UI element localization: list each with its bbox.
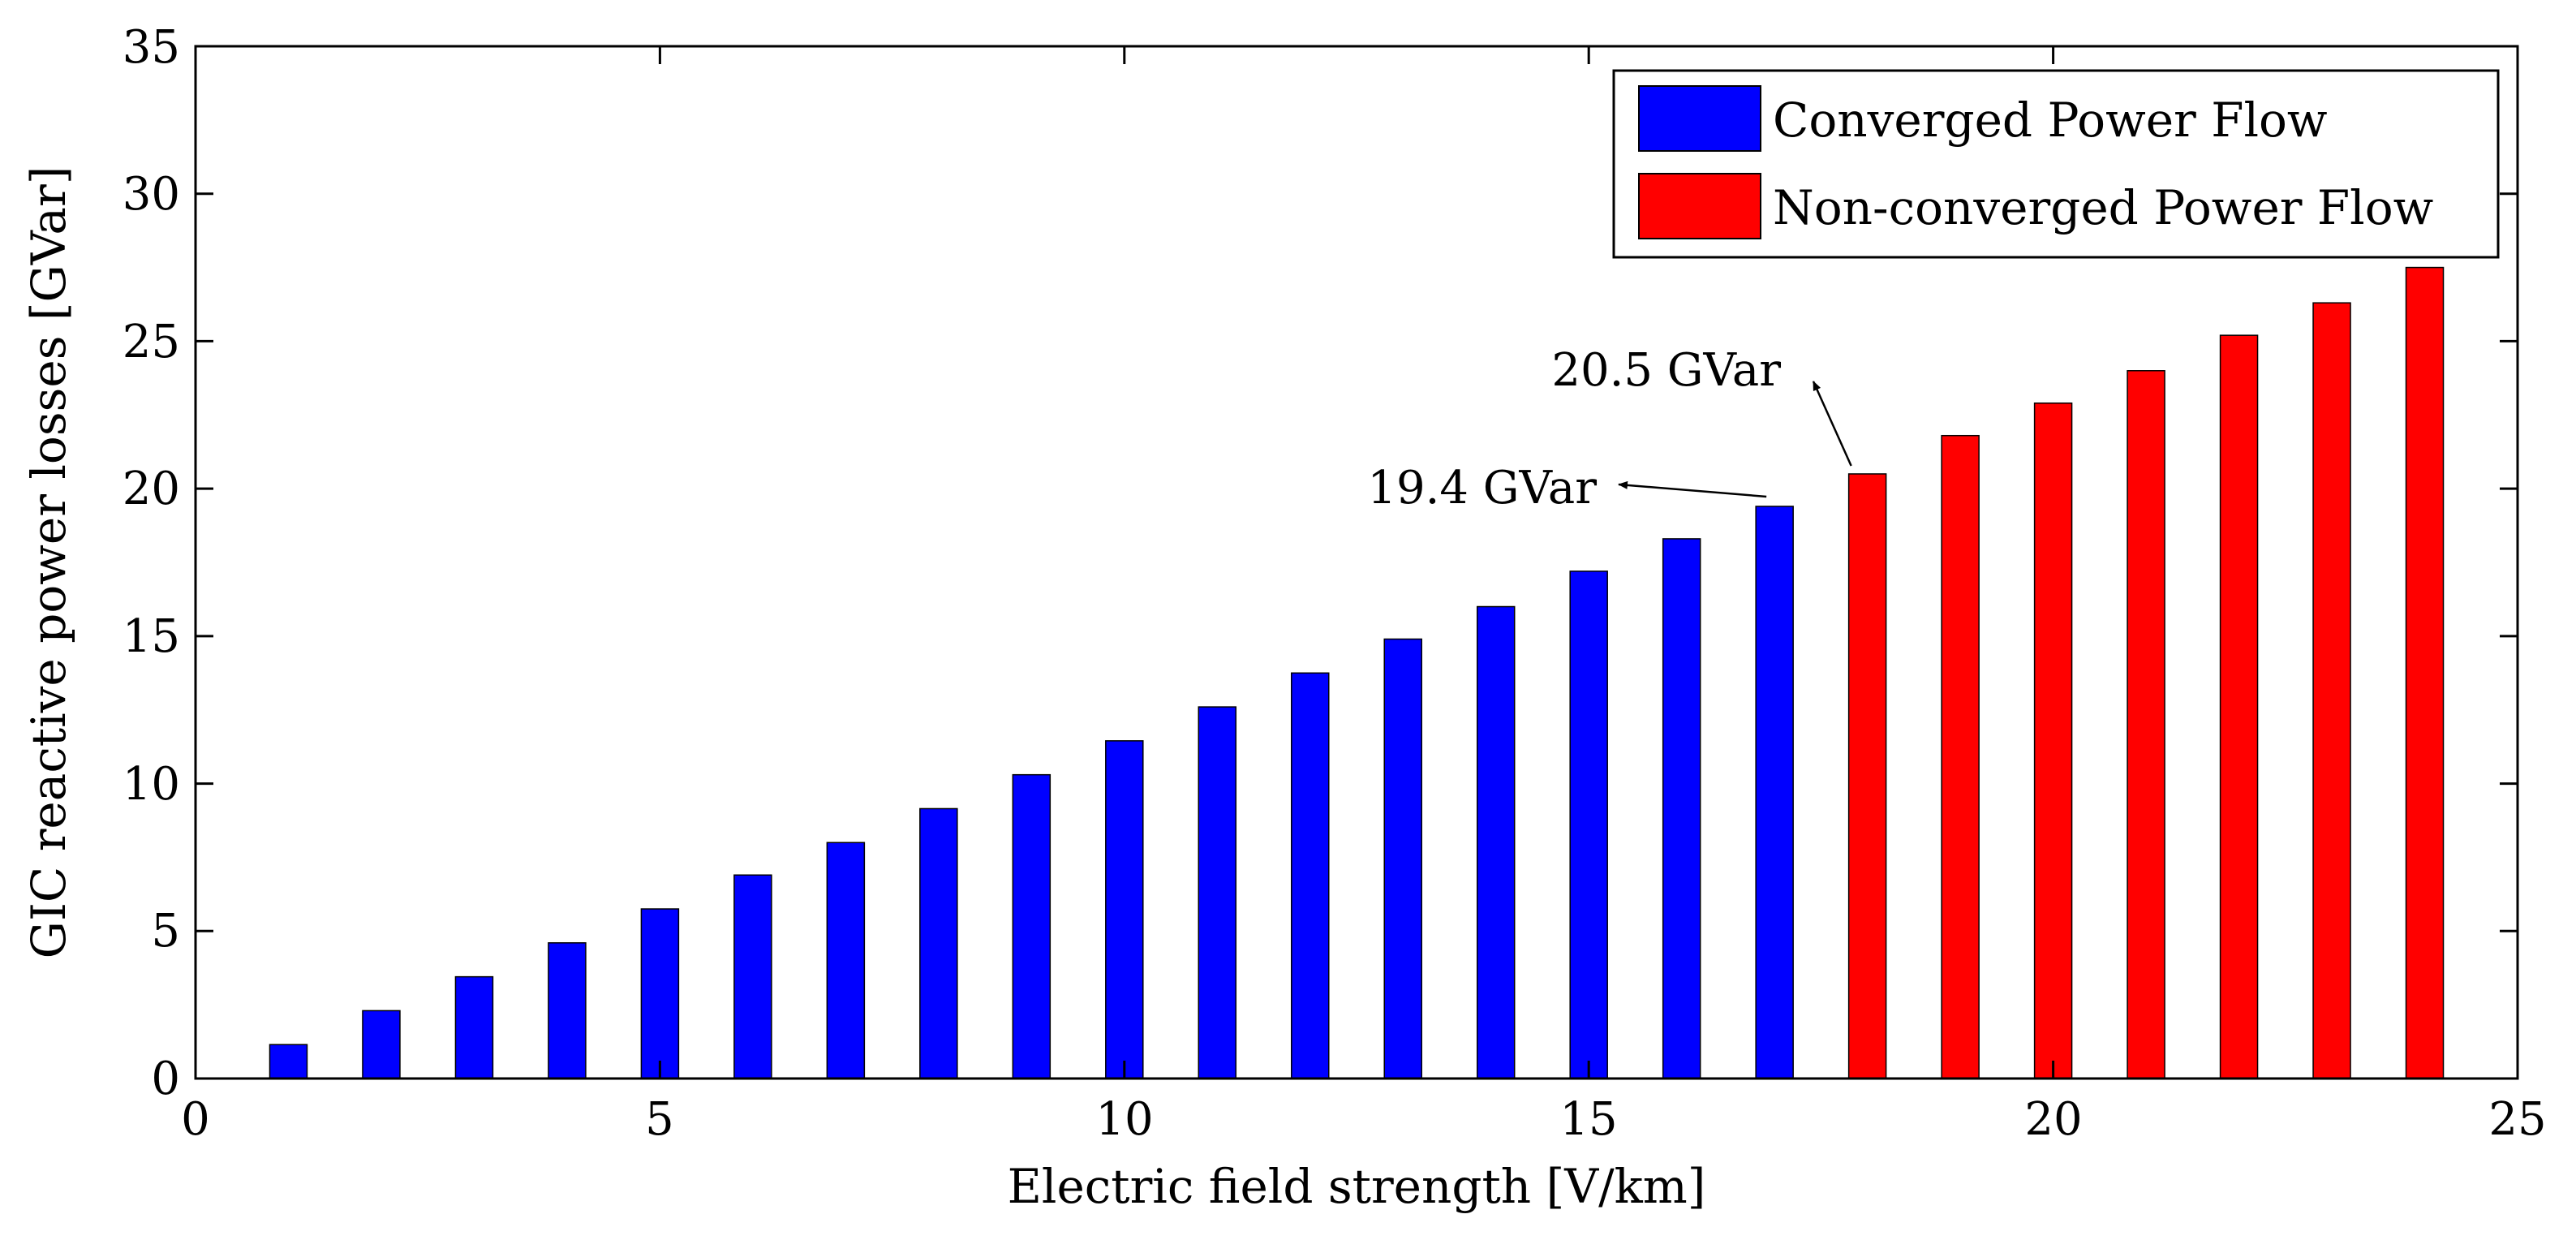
y-tick-label-15: 15 [123,610,180,663]
x-tick-label-10: 10 [1095,1093,1153,1146]
bar-converged-17 [1755,506,1794,1079]
bar-converged-11 [1198,706,1237,1079]
y-tick-label-25: 25 [123,316,180,368]
legend: Converged Power Flow Non-converged Power… [1612,69,2500,259]
annotation-label-19-4: 19.4 GVar [1367,462,1597,515]
bar-converged-12 [1291,672,1330,1079]
ticks-group [194,45,2519,1080]
bar-converged-2 [362,1010,401,1079]
bar-converged-16 [1662,538,1701,1079]
y-tick-label-0: 0 [151,1053,180,1105]
annotations-group: 19.4 GVar 20.5 GVar [1367,344,1852,515]
y-tick-label-20: 20 [123,463,180,515]
annotation-label-20-5: 20.5 GVar [1551,344,1781,397]
legend-label-nonconverged: Non-converged Power Flow [1773,180,2433,235]
x-tick-label-20: 20 [2024,1093,2082,1146]
bar-nonconverged-19 [1941,434,1980,1079]
y-tick-label-35: 35 [123,21,180,74]
bar-converged-5 [640,908,680,1079]
bar-nonconverged-21 [2127,370,2165,1079]
bar-converged-3 [454,975,494,1079]
bar-converged-4 [548,942,587,1079]
legend-swatch-converged [1638,85,1761,152]
x-tick-label-5: 5 [645,1093,674,1146]
legend-swatch-nonconverged [1638,173,1761,239]
bar-nonconverged-18 [1847,473,1887,1079]
bar-converged-6 [733,874,772,1079]
bar-nonconverged-24 [2405,266,2445,1079]
bars-group [269,266,2445,1079]
bar-converged-1 [269,1044,308,1079]
x-tick-label-15: 15 [1559,1093,1617,1146]
bar-converged-9 [1012,773,1051,1079]
annotation-arrow-20-5 [1812,381,1852,467]
x-tick-label-0: 0 [181,1093,210,1146]
x-axis-label: Electric field strength [V/km] [1008,1159,1706,1214]
bar-converged-14 [1476,605,1516,1079]
annotation-arrow-19-4 [1618,480,1767,498]
x-tick-label-25: 25 [2488,1093,2546,1146]
bar-nonconverged-20 [2033,402,2073,1079]
bar-converged-13 [1383,638,1422,1079]
bar-converged-8 [919,807,958,1079]
legend-label-converged: Converged Power Flow [1773,93,2328,148]
y-tick-label-10: 10 [123,758,180,811]
bar-converged-10 [1105,740,1144,1079]
bar-converged-7 [826,842,866,1079]
bar-converged-15 [1569,570,1608,1079]
y-tick-label-5: 5 [151,905,180,958]
y-tick-label-30: 30 [123,168,180,221]
plot-frame [194,45,2519,1080]
y-axis-label: GIC reactive power losses [GVar] [21,166,76,959]
bar-nonconverged-22 [2219,334,2259,1079]
bar-nonconverged-23 [2312,302,2351,1079]
